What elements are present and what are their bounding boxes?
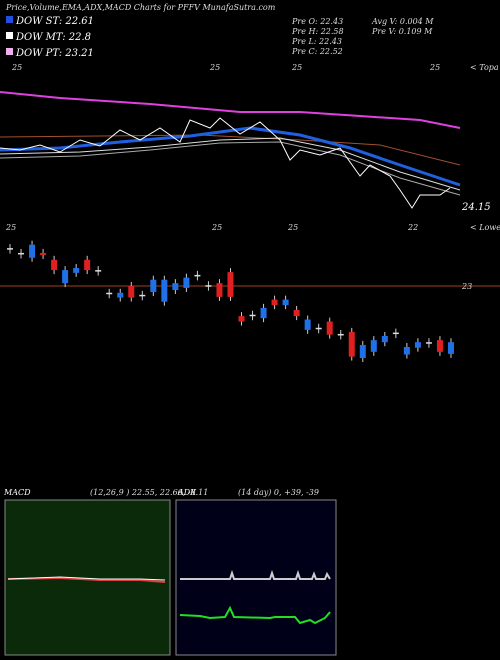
candle-body [205, 285, 212, 287]
ma-line [0, 137, 461, 191]
di-line [179, 605, 331, 625]
candle-body [106, 292, 113, 295]
stat: Avg V: 0.004 M [371, 17, 434, 26]
candle-body [95, 270, 102, 272]
candle-body [139, 294, 146, 297]
macd-params: (12,26,9 ) 22.55, 22.66, -0.11 [90, 488, 208, 497]
candle-body [227, 272, 234, 297]
adx-line [180, 569, 331, 580]
candle-body [194, 274, 201, 277]
candle-body [447, 342, 454, 354]
candle-body [315, 327, 322, 330]
legend-entry: DOW MT: 22.8 [15, 32, 91, 43]
candle-body [425, 342, 432, 344]
candle-body [51, 259, 58, 271]
ma-lines [0, 91, 461, 209]
ma-line [0, 134, 461, 166]
candle-body [370, 340, 377, 352]
candle-body [18, 252, 25, 255]
chart-title: Price,Volume,EMA,ADX,MACD Charts for PFF… [5, 3, 276, 12]
top-label: 25 [209, 63, 220, 72]
top-note: < Topa [470, 63, 499, 72]
ma-line [0, 91, 461, 129]
candle-body [348, 331, 355, 357]
candle-body [282, 299, 289, 306]
y-tick-label: 24.15 [461, 202, 491, 213]
candle-body [128, 285, 135, 298]
legend-entry: DOW PT: 23.21 [15, 48, 94, 59]
price-line [0, 117, 451, 209]
candle-body [304, 319, 311, 330]
macd-line [7, 576, 166, 583]
candle-body [84, 259, 91, 271]
legend-entry: DOW ST: 22.61 [15, 16, 94, 27]
candle-body [29, 244, 36, 258]
legend-swatch [6, 48, 13, 55]
candle-body [40, 252, 47, 255]
bottom-note: < Lowe [470, 223, 500, 232]
candle-body [337, 333, 344, 336]
bottom-label: 25 [5, 223, 16, 232]
candle-body [172, 283, 179, 291]
candle-body [414, 342, 421, 348]
y-tick-label: 23 [461, 282, 472, 291]
stat: Pre C: 22.52 [291, 47, 343, 56]
candle-body [7, 248, 13, 250]
candle-body [381, 336, 388, 343]
stat: Pre H: 22.58 [291, 27, 344, 36]
top-label: 25 [11, 63, 22, 72]
bottom-label: 22 [407, 223, 418, 232]
candle-body [403, 347, 410, 355]
ma-line [0, 141, 461, 196]
candle-body [293, 309, 300, 317]
top-label: 25 [291, 63, 302, 72]
adx-params: (14 day) 0, +39, -39 [238, 488, 319, 497]
candle-body [271, 299, 278, 306]
candle-body [73, 268, 80, 273]
candle-body [392, 332, 399, 335]
stat: Pre L: 22.43 [291, 37, 342, 46]
candle-body [260, 307, 267, 319]
macd-signal [7, 576, 166, 581]
candle-body [326, 321, 333, 335]
candle-body [183, 277, 190, 288]
candle-body [117, 292, 124, 298]
candle-body [238, 316, 245, 322]
bottom-label: 25 [211, 223, 222, 232]
candle-body [216, 283, 223, 297]
legend-swatch [6, 16, 13, 23]
candle-body [359, 344, 366, 358]
candle-body [150, 279, 157, 293]
top-label: 25 [429, 63, 440, 72]
candle-body [62, 270, 69, 284]
legend-swatch [6, 32, 13, 39]
adx-panel [175, 499, 337, 656]
candle-body [436, 340, 443, 352]
stat: Pre V: 0.109 M [371, 27, 433, 36]
macd-title: MACD [3, 488, 31, 497]
macd-panel [4, 499, 171, 656]
stat: Pre O: 22.43 [291, 17, 343, 26]
candle-body [249, 314, 256, 317]
candle-body [161, 279, 168, 302]
adx-title: ADX [177, 488, 196, 497]
bottom-label: 25 [287, 223, 298, 232]
